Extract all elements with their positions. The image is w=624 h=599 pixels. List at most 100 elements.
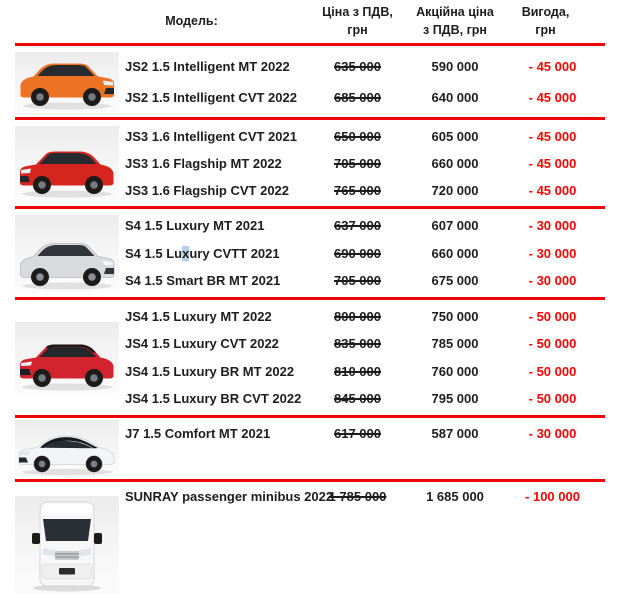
model-name: J7 1.5 Comfort MT 2021 — [125, 425, 271, 441]
benefit-amount: - 50 000 — [528, 391, 577, 407]
old-price: 650 000 — [334, 128, 381, 144]
benefit-amount: - 30 000 — [528, 425, 577, 441]
s4-silver-suv-image — [20, 242, 115, 289]
model-name: S4 1.5 Smart BR MT 2021 — [125, 273, 281, 288]
table-row: J7 1.5 Comfort MT 2021 617 000 587 000 -… — [125, 422, 624, 444]
model-name: JS4 1.5 Luxury CVT 2022 — [125, 336, 279, 352]
model-name: JS4 1.5 Luxury MT 2022 — [125, 308, 272, 324]
table-row: S4 1.5 Luxury CVTT 2021 690 000 660 000 … — [125, 242, 624, 264]
benefit-amount: - 45 000 — [528, 89, 577, 105]
js4-car-photo — [15, 322, 119, 393]
promo-price: 795 000 — [431, 391, 479, 407]
group-js2: JS2 1.5 Intelligent MT 2022 635 000 590 … — [0, 46, 624, 117]
old-price: 800 000 — [334, 308, 381, 324]
model-name: S4 1.5 Luxury MT 2021 — [125, 218, 265, 233]
old-price: 690 000 — [334, 245, 381, 261]
benefit-amount: - 30 000 — [528, 273, 577, 288]
model-name: SUNRAY passenger minibus 2022 — [125, 488, 334, 504]
old-price: 685 000 — [334, 89, 381, 105]
old-price: 810 000 — [334, 363, 381, 379]
column-header-model: Модель: — [165, 13, 218, 28]
benefit-amount: - 30 000 — [528, 218, 577, 233]
model-name: JS4 1.5 Luxury BR CVT 2022 — [125, 391, 302, 407]
table-row: JS4 1.5 Luxury BR MT 2022 810 000 760 00… — [125, 360, 624, 382]
table-row: JS4 1.5 Luxury MT 2022 800 000 750 000 -… — [125, 305, 624, 327]
benefit-amount: - 45 000 — [528, 58, 577, 74]
divider — [15, 43, 605, 46]
promo-price: 605 000 — [431, 128, 479, 144]
table-header: Модель: Ціна з ПДВ, грн Акційна ціна з П… — [0, 0, 624, 43]
promo-price: 760 000 — [431, 363, 479, 379]
model-name: JS3 1.6 Flagship CVT 2022 — [125, 182, 290, 198]
benefit-amount: - 45 000 — [528, 155, 577, 171]
table-row: SUNRAY passenger minibus 2022 1 785 000 … — [125, 485, 624, 507]
model-name: JS2 1.5 Intelligent MT 2022 — [125, 58, 290, 74]
model-name: JS4 1.5 Luxury BR MT 2022 — [125, 363, 295, 379]
table-row: JS2 1.5 Intelligent MT 2022 635 000 590 … — [125, 55, 624, 77]
group-sunray: SUNRAY passenger minibus 2022 1 785 000 … — [0, 482, 624, 596]
model-name: JS3 1.6 Intelligent CVT 2021 — [125, 128, 297, 144]
benefit-amount: - 50 000 — [528, 363, 577, 379]
old-price: 705 000 — [334, 273, 381, 288]
old-price: 617 000 — [334, 425, 381, 441]
promo-price: 720 000 — [431, 182, 479, 198]
benefit-amount: - 50 000 — [528, 308, 577, 324]
model-name-part: S4 1.5 Lu — [125, 245, 183, 261]
model-name: JS3 1.6 Flagship MT 2022 — [125, 155, 282, 171]
benefit-amount: - 100 000 — [525, 488, 580, 504]
model-name: S4 1.5 Luxury CVTT 2021 — [125, 245, 310, 261]
promo-price: 607 000 — [431, 218, 479, 233]
model-name: JS2 1.5 Intelligent CVT 2022 — [125, 89, 297, 105]
group-js4: JS4 1.5 Luxury MT 2022 800 000 750 000 -… — [0, 300, 624, 415]
divider — [15, 415, 605, 418]
column-header-price: Ціна з ПДВ, грн — [322, 5, 393, 37]
j7-white-liftback-image — [18, 435, 115, 476]
js3-car-photo — [15, 126, 119, 200]
old-price: 765 000 — [334, 182, 381, 198]
group-js3: JS3 1.6 Intelligent CVT 2021 650 000 605… — [0, 120, 624, 206]
group-s4: S4 1.5 Luxury MT 2021 637 000 607 000 - … — [0, 209, 624, 297]
benefit-amount: - 30 000 — [528, 245, 577, 261]
column-header-promo-price: Акційна ціна з ПДВ, грн — [416, 5, 494, 37]
benefit-amount: - 50 000 — [528, 336, 577, 352]
sunray-white-minibus-image — [32, 501, 102, 592]
old-price: 637 000 — [334, 218, 381, 233]
divider — [15, 206, 605, 209]
s4-car-photo — [15, 214, 119, 292]
old-price: 635 000 — [334, 58, 381, 74]
promo-price: 675 000 — [431, 273, 479, 288]
sunray-van-photo — [15, 496, 119, 594]
benefit-amount: - 45 000 — [528, 182, 577, 198]
js3-red-suv-image — [20, 151, 114, 198]
js4-red-suv-image — [20, 344, 114, 391]
highlighted-character: x — [182, 245, 190, 261]
promo-price: 590 000 — [431, 58, 479, 74]
js2-orange-suv-image — [20, 63, 114, 109]
divider — [15, 297, 605, 300]
promo-price: 640 000 — [431, 89, 479, 105]
model-name-part: ury CVTT 2021 — [189, 245, 280, 261]
promo-price: 785 000 — [431, 336, 479, 352]
table-row: JS4 1.5 Luxury BR CVT 2022 845 000 795 0… — [125, 388, 624, 410]
old-price: 835 000 — [334, 336, 381, 352]
table-row: JS2 1.5 Intelligent CVT 2022 685 000 640… — [125, 86, 624, 108]
old-price: 845 000 — [334, 391, 381, 407]
promo-price: 660 000 — [431, 245, 479, 261]
table-row: JS3 1.6 Flagship CVT 2022 765 000 720 00… — [125, 179, 624, 201]
js2-car-photo — [15, 51, 119, 112]
promo-price: 1 685 000 — [426, 488, 484, 504]
promo-price: 587 000 — [431, 425, 479, 441]
promo-price: 750 000 — [431, 308, 479, 324]
promo-price: 660 000 — [431, 155, 479, 171]
old-price: 1 785 000 — [328, 488, 387, 504]
j7-car-photo — [15, 420, 119, 477]
old-price: 705 000 — [334, 155, 381, 171]
table-row: JS3 1.6 Intelligent CVT 2021 650 000 605… — [125, 125, 624, 147]
group-j7: J7 1.5 Comfort MT 2021 617 000 587 000 -… — [0, 418, 624, 479]
table-row: JS4 1.5 Luxury CVT 2022 835 000 785 000 … — [125, 333, 624, 355]
benefit-amount: - 45 000 — [528, 128, 577, 144]
divider — [15, 117, 605, 120]
table-row: JS3 1.6 Flagship MT 2022 705 000 660 000… — [125, 152, 624, 174]
divider — [15, 479, 605, 482]
